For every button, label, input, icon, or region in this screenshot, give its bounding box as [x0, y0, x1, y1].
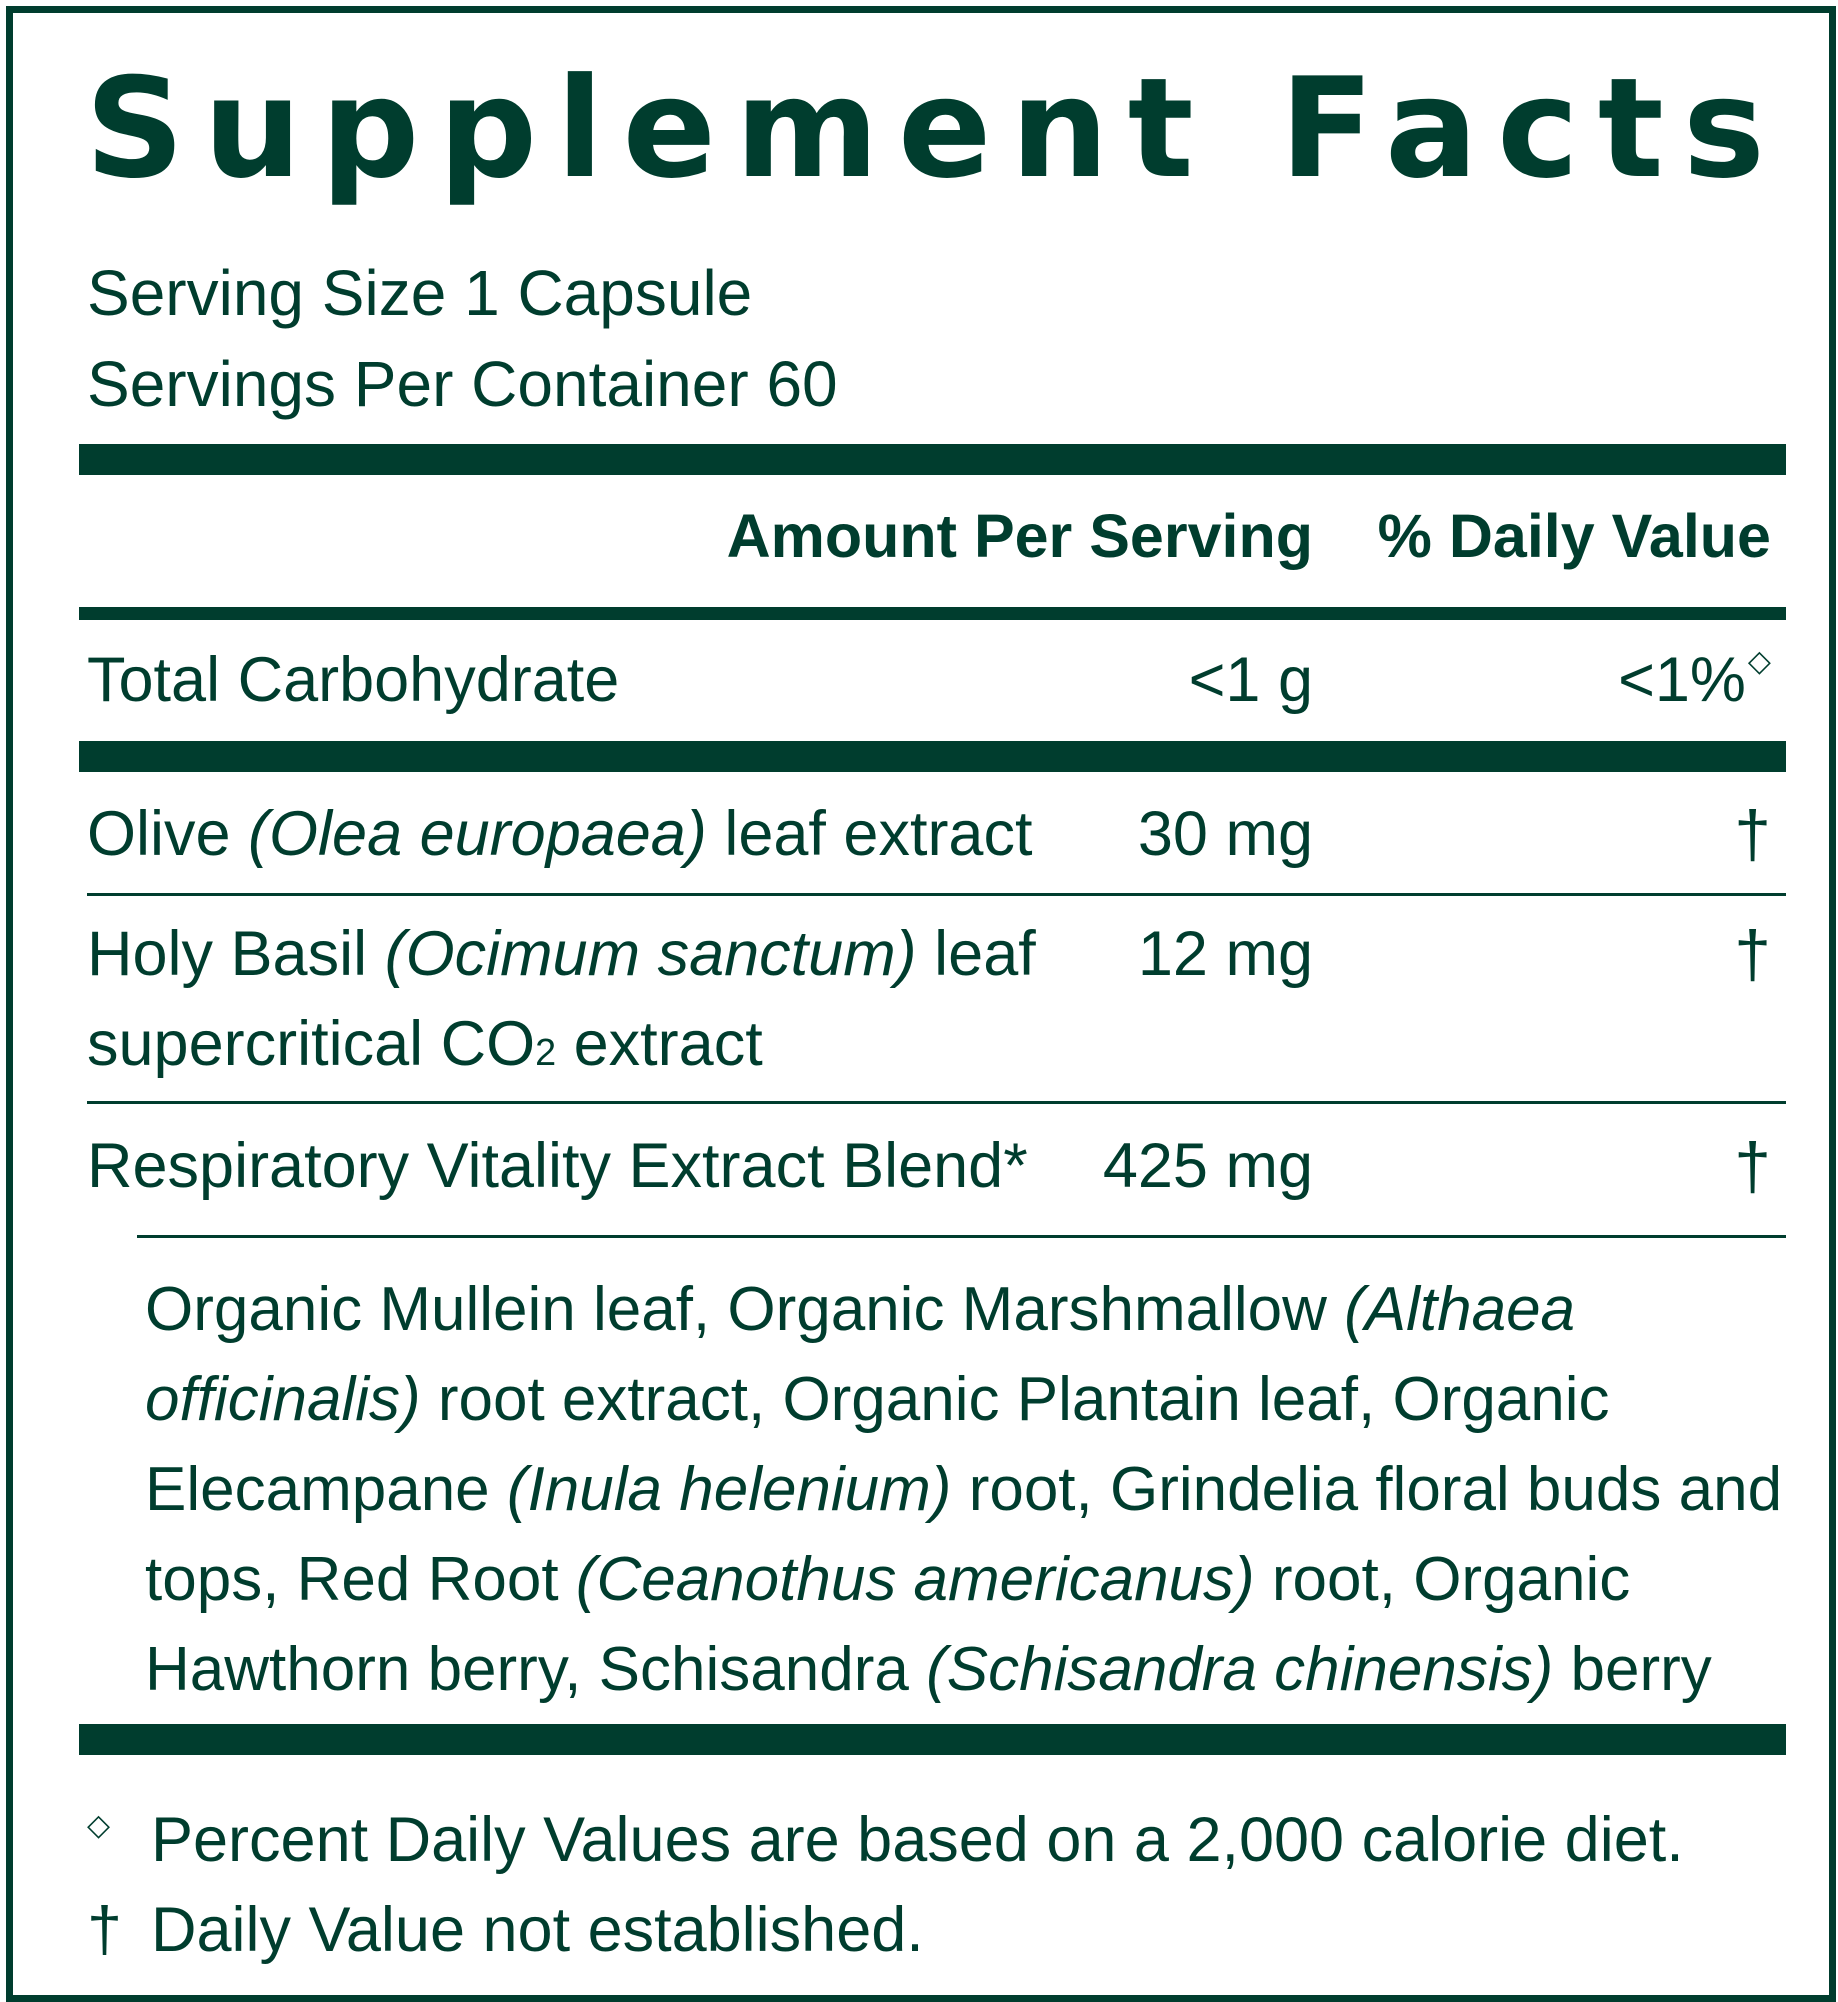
ingredient-name-line2: supercritical CO2 extract — [87, 1009, 763, 1079]
diamond-symbol: ◇ — [1747, 645, 1771, 678]
ingredient-name: Olive (Olea europaea) leaf extract — [87, 799, 1033, 869]
nutrient-name: Total Carbohydrate — [87, 645, 620, 715]
amount-per-serving-header: Amount Per Serving — [726, 502, 1313, 570]
daily-value-header: % Daily Value — [1377, 502, 1771, 570]
dagger-symbol: † — [1734, 1129, 1771, 1203]
dagger-symbol: † — [1734, 797, 1771, 871]
thick-divider — [79, 444, 1786, 475]
thick-divider — [79, 741, 1786, 772]
serving-size: Serving Size 1 Capsule — [87, 257, 753, 329]
dagger-symbol: † — [1734, 917, 1771, 991]
supplement-facts-panel: Supplement Facts Serving Size 1 Capsule … — [6, 6, 1836, 2002]
thin-divider — [87, 893, 1786, 896]
blend-amount: 425 mg — [1102, 1131, 1313, 1201]
footnote: ◇ Percent Daily Values are based on a 2,0… — [87, 1805, 1684, 1875]
blend-name: Respiratory Vitality Extract Blend* — [87, 1131, 1028, 1201]
servings-per-container: Servings Per Container 60 — [87, 348, 838, 420]
ingredient-amount: 30 mg — [1137, 799, 1313, 869]
panel-title: Supplement Facts — [85, 48, 1784, 209]
ingredient-name: Holy Basil (Ocimum sanctum) leaf — [87, 919, 1036, 989]
thin-divider — [87, 1101, 1786, 1104]
nutrient-amount: <1 g — [1188, 645, 1313, 715]
blend-ingredients: Organic Mullein leaf, Organic Marshmallo… — [145, 1275, 1783, 1704]
nutrient-daily-value: <1%◇ — [1618, 645, 1771, 715]
thin-divider — [137, 1235, 1786, 1238]
header-divider — [79, 607, 1786, 620]
dagger-symbol: † — [87, 1895, 123, 1965]
diamond-symbol: ◇ — [87, 1809, 111, 1842]
thick-divider — [79, 1724, 1786, 1755]
footnote: † Daily Value not established. — [87, 1895, 924, 1965]
ingredient-amount: 12 mg — [1137, 919, 1313, 989]
